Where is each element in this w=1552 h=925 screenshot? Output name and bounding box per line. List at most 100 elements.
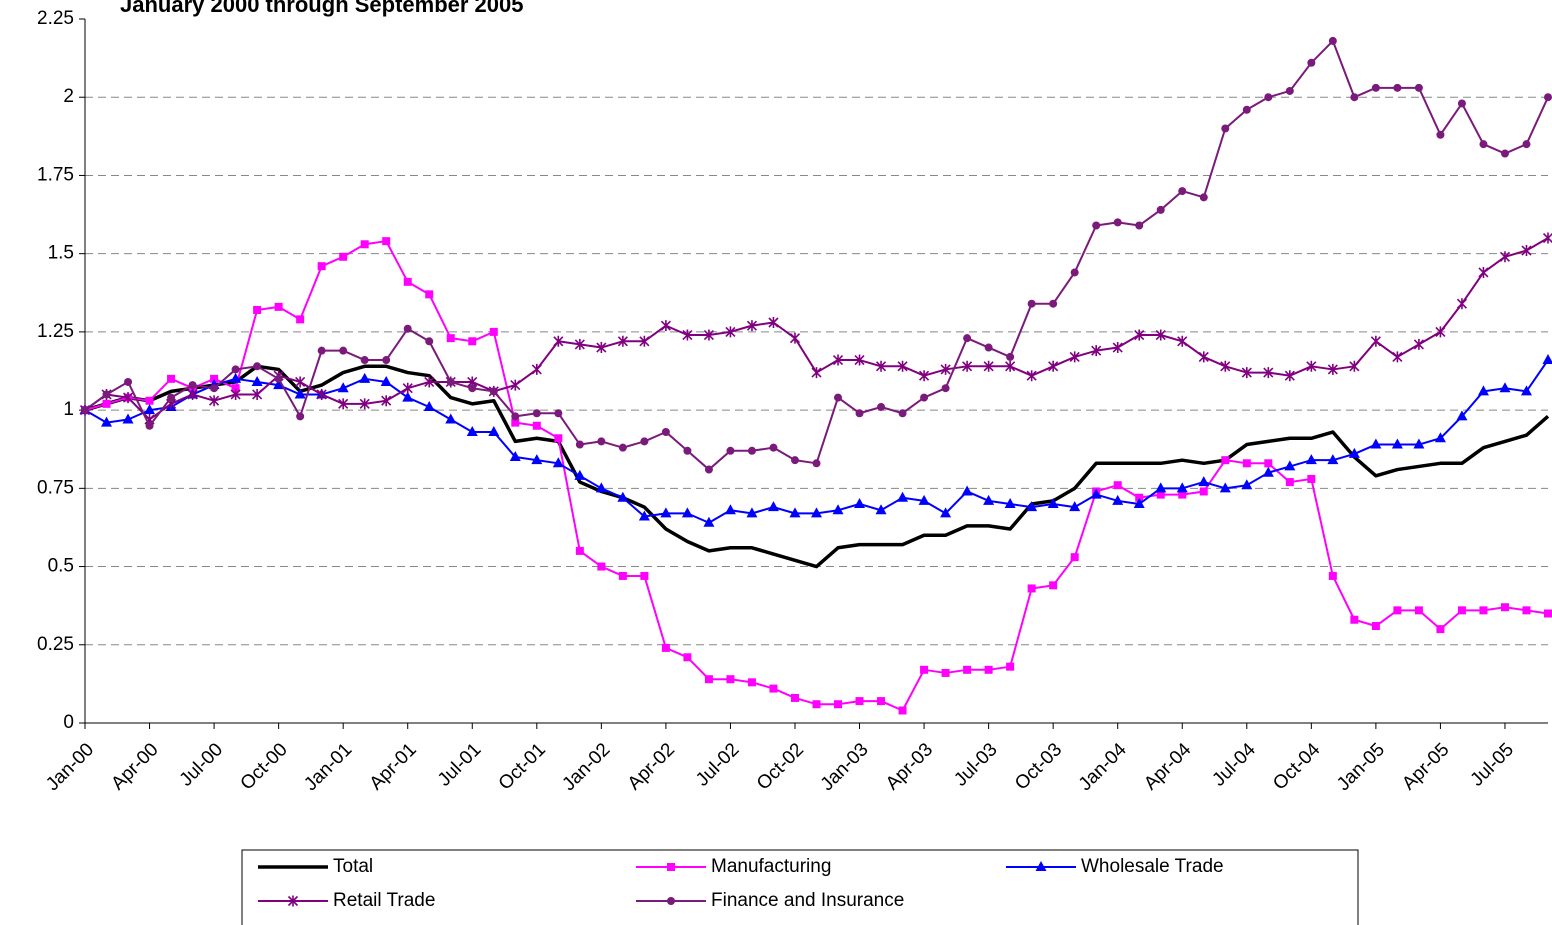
data-point xyxy=(941,384,950,393)
data-point xyxy=(704,675,713,684)
x-tick-label: Jan-02 xyxy=(558,739,614,795)
data-point xyxy=(253,362,262,371)
data-point xyxy=(317,262,326,271)
data-point xyxy=(918,494,930,505)
data-point xyxy=(855,697,864,706)
data-point xyxy=(294,388,306,399)
data-point xyxy=(1156,205,1165,214)
data-point xyxy=(1436,130,1445,139)
data-point xyxy=(875,504,887,515)
data-point xyxy=(1263,367,1274,379)
data-point xyxy=(359,372,371,383)
data-point xyxy=(359,398,370,410)
data-point xyxy=(898,409,907,418)
data-point xyxy=(661,643,670,652)
data-point xyxy=(1307,58,1316,67)
data-point xyxy=(554,409,563,418)
data-point xyxy=(511,412,520,421)
data-point xyxy=(767,501,779,512)
data-point xyxy=(897,491,909,502)
data-point xyxy=(1457,99,1466,108)
data-point xyxy=(832,504,844,515)
data-point xyxy=(339,252,348,261)
data-point xyxy=(231,384,240,393)
legend-marker xyxy=(667,863,675,871)
data-point xyxy=(811,507,822,518)
data-point xyxy=(468,384,477,393)
data-point xyxy=(1241,367,1252,379)
data-point xyxy=(1176,482,1188,493)
series-line xyxy=(84,237,1549,421)
data-point xyxy=(660,507,672,518)
data-point xyxy=(854,497,866,508)
x-tick-label: Apr-00 xyxy=(107,739,162,794)
data-point xyxy=(920,393,929,402)
data-point xyxy=(769,443,778,452)
data-point xyxy=(144,404,156,415)
x-tick-label: Jan-00 xyxy=(42,739,98,795)
data-point xyxy=(531,454,543,465)
data-point xyxy=(296,315,305,324)
data-point xyxy=(1285,478,1294,487)
data-point xyxy=(595,482,607,493)
data-point xyxy=(963,334,972,343)
legend-marker xyxy=(287,895,299,907)
data-point xyxy=(1048,360,1059,372)
data-point xyxy=(1478,266,1489,278)
data-point xyxy=(834,393,843,402)
data-point xyxy=(489,387,498,396)
data-point xyxy=(1241,479,1253,490)
data-point xyxy=(553,335,564,347)
data-point xyxy=(230,388,241,400)
data-point xyxy=(1219,482,1231,493)
data-point xyxy=(1392,351,1403,363)
chart-title: January 2000 through September 2005 xyxy=(120,0,524,17)
data-point xyxy=(145,421,154,430)
data-point xyxy=(726,446,735,455)
data-point xyxy=(360,240,369,249)
data-point xyxy=(251,375,263,386)
x-tick-label: Apr-03 xyxy=(882,739,937,794)
y-tick-label: 0 xyxy=(63,712,74,733)
data-point xyxy=(1134,329,1145,341)
x-tick-label: Jan-04 xyxy=(1075,739,1131,795)
data-point xyxy=(1542,354,1552,365)
data-point xyxy=(597,562,606,571)
data-point xyxy=(1305,454,1317,465)
data-point xyxy=(1393,606,1402,615)
data-point xyxy=(660,320,671,332)
data-point xyxy=(617,335,628,347)
data-point xyxy=(102,390,111,399)
data-point xyxy=(102,399,111,408)
data-point xyxy=(1242,459,1251,468)
x-tick-label: Jul-01 xyxy=(434,739,485,790)
data-point xyxy=(425,337,434,346)
series-line xyxy=(84,240,1549,712)
data-point xyxy=(724,504,736,515)
data-point xyxy=(316,388,327,400)
data-point xyxy=(510,379,521,391)
data-point xyxy=(188,381,197,390)
data-point xyxy=(509,451,521,462)
data-point xyxy=(597,437,606,446)
data-point xyxy=(210,384,219,393)
x-tick-label: Apr-02 xyxy=(624,739,679,794)
data-point xyxy=(984,665,993,674)
data-point xyxy=(682,329,693,341)
y-tick-label: 1 xyxy=(63,399,74,420)
data-point xyxy=(552,457,564,468)
legend-label: Retail Trade xyxy=(333,890,435,911)
data-point xyxy=(1328,571,1337,580)
x-tick-label: Oct-01 xyxy=(495,739,550,794)
data-point xyxy=(941,668,950,677)
data-point xyxy=(1198,351,1209,363)
legend-box xyxy=(241,849,1359,925)
data-point xyxy=(1435,326,1446,338)
data-point xyxy=(554,434,563,443)
data-point xyxy=(1155,329,1166,341)
series xyxy=(79,354,1552,527)
data-point xyxy=(1092,221,1101,230)
data-point xyxy=(531,363,542,375)
data-point xyxy=(466,426,478,437)
